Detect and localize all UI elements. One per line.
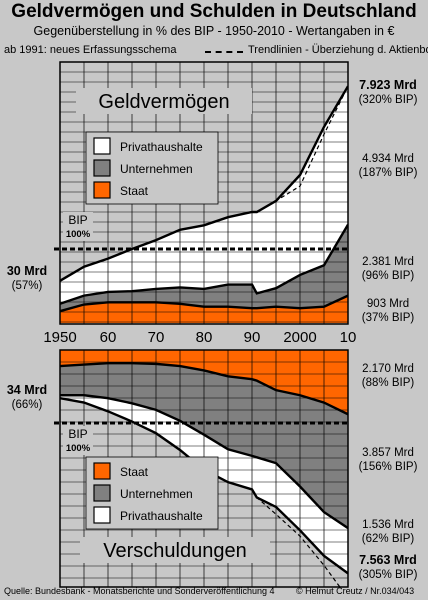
x-tick-label: 70 xyxy=(148,329,165,346)
legend-top-swatch xyxy=(93,137,111,155)
annotation-unternehmen-assets: 2.381 Mrd (96% BIP) xyxy=(361,256,415,282)
credit-note: © Helmut Creutz / Nr.034/043 xyxy=(296,586,415,596)
annotation-start-debt: 34 Mrd (66%) xyxy=(6,383,48,411)
boundary-unternehmen xyxy=(60,223,348,305)
geldvermoegen-title: Geldvermögen xyxy=(98,91,229,113)
top-plot-border xyxy=(59,61,349,325)
chart-labels: 1950 60 70 80 90 2000 10 Geldvermögen Verschuldu… xyxy=(43,88,356,563)
annotation-staat-assets: 903 Mrd (37% BIP) xyxy=(361,298,415,324)
trendline xyxy=(60,85,348,282)
verschuldungen-title-bg xyxy=(80,537,270,563)
boundary-staat xyxy=(60,361,348,416)
boundary-unternehmen xyxy=(60,394,348,530)
annotation-staat-debt: 2.170 Mrd (88% BIP) xyxy=(361,363,415,389)
annotation-total-debt: 7.563 Mrd (305% BIP) xyxy=(358,553,418,581)
annotation-haushalte-debt: 1.536 Mrd (62% BIP) xyxy=(361,519,415,545)
scheme-note: ab 1991: neues Erfassungsschema xyxy=(4,44,177,56)
annotation-total-assets: 7.923 Mrd (320% BIP) xyxy=(358,78,418,106)
trendline-legend-dash xyxy=(205,51,243,53)
x-tick-label: 80 xyxy=(196,329,213,346)
bip-label-bottom-text: BIP xyxy=(68,427,87,441)
x-tick-label: 90 xyxy=(244,329,261,346)
bip-label-bottom-bg xyxy=(63,426,93,455)
chart-frame xyxy=(54,61,349,588)
annotation-start-assets: 30 Mrd (57%) xyxy=(6,264,48,292)
x-tick-label: 10 xyxy=(340,329,357,346)
legend-bottom-swatch xyxy=(93,484,111,502)
boundary-staat xyxy=(60,294,348,313)
annotation-unternehmen-debt: 3.857 Mrd (156% BIP) xyxy=(358,447,418,473)
annotation-haushalte-assets: 4.934 Mrd (187% BIP) xyxy=(358,153,418,179)
x-tick-label: 2000 xyxy=(283,329,316,346)
x-tick-label: 60 xyxy=(100,329,117,346)
source-note: Quelle: Bundesbank - Monatsberichte und … xyxy=(4,586,275,596)
bip-label-top-bg xyxy=(63,212,93,241)
legend-top-swatch xyxy=(93,181,111,199)
trendline-note: Trendlinien - Überziehung d. Aktienboom xyxy=(248,44,428,56)
legend-bottom-label: Staat xyxy=(120,465,149,479)
legend-bottom-label: Unternehmen xyxy=(120,487,193,501)
legend-top-label: Unternehmen xyxy=(120,162,193,176)
area-privathaushalte xyxy=(60,395,348,574)
legend-top-label: Privathaushalte xyxy=(120,140,203,154)
legend-bottom-label: Privathaushalte xyxy=(120,509,203,523)
x-tick-label: 1950 xyxy=(43,329,76,346)
chart-title: Geldvermögen und Schulden in Deutschland xyxy=(11,1,417,22)
legend-top-label: Staat xyxy=(120,184,149,198)
bottom-plot-border xyxy=(59,349,349,588)
bip-label-top-text: BIP xyxy=(68,213,87,227)
verschuldungen-title: Verschuldungen xyxy=(103,540,246,562)
legend-bottom-swatch xyxy=(93,462,111,480)
legend-bottom-swatch xyxy=(93,506,111,524)
chart-subtitle: Gegenüberstellung in % des BIP - 1950-20… xyxy=(33,24,395,38)
bip-label-top-percent: 100% xyxy=(66,229,91,240)
bip-label-bottom-percent: 100% xyxy=(66,443,91,454)
geldvermoegen-title-bg xyxy=(76,88,252,114)
legend-top-swatch xyxy=(93,159,111,177)
